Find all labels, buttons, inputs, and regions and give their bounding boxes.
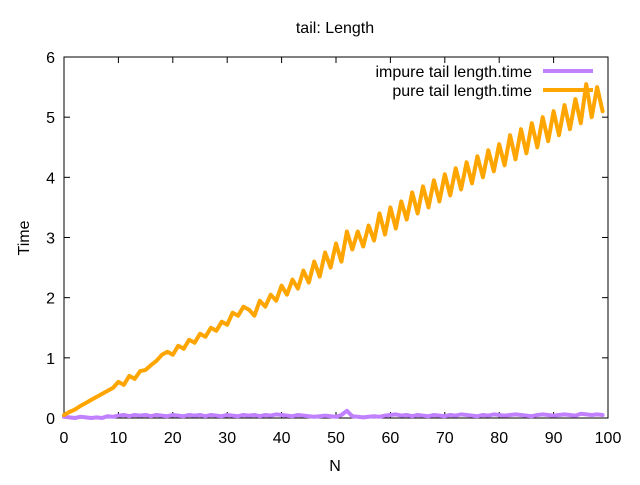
plot-frame [63, 56, 609, 419]
y-tick-label: 5 [46, 110, 55, 127]
y-tick-label: 4 [46, 170, 55, 187]
y-tick-label: 3 [46, 231, 55, 248]
x-tick-label: 70 [436, 430, 454, 447]
x-tick-label: 10 [110, 430, 128, 447]
legend-entry-pure: pure tail length.time [392, 83, 593, 100]
x-tick-label: 90 [545, 430, 563, 447]
y-tick-label: 0 [46, 411, 55, 428]
x-axis-label: N [329, 458, 341, 475]
x-tick-label: 40 [273, 430, 291, 447]
x-tick-label: 30 [218, 430, 236, 447]
x-tick-label: 60 [382, 430, 400, 447]
pure-series-line [62, 82, 605, 417]
y-tick-label: 2 [46, 291, 55, 308]
chart-title: tail: Length [296, 20, 374, 37]
x-tick-label: 50 [327, 430, 345, 447]
legend-label: impure tail length.time [375, 64, 532, 81]
impure-series-line [62, 408, 605, 420]
legend-label: pure tail length.time [392, 83, 532, 100]
y-tick-label: 1 [46, 351, 55, 368]
legend: impure tail length.time pure tail length.… [375, 64, 593, 100]
legend-entry-impure: impure tail length.time [375, 64, 593, 81]
y-tick-label: 6 [46, 50, 55, 67]
x-tick-label: 20 [164, 430, 182, 447]
x-tick-label: 80 [490, 430, 508, 447]
x-tick-label: 0 [60, 430, 69, 447]
y-axis-label: Time [16, 220, 33, 255]
x-tick-label: 100 [595, 430, 622, 447]
plot-area: 0 10 20 30 40 50 60 70 80 90 100 0 1 2 3 4 5 6 [46, 50, 621, 447]
